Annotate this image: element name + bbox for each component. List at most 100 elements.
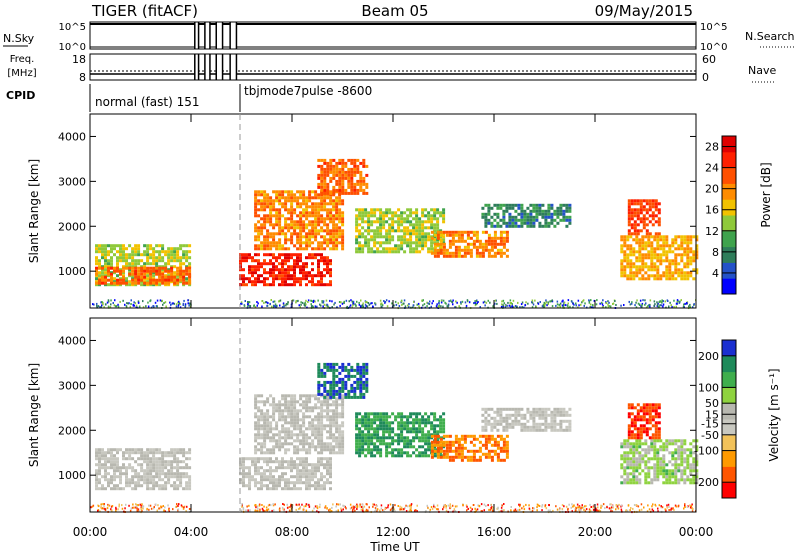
echo-cell [358, 229, 362, 233]
echo-cell [293, 418, 297, 422]
echo-cell [311, 394, 315, 398]
echo-cell [275, 457, 278, 461]
echo-cell [442, 248, 446, 252]
echo-cell [448, 455, 452, 459]
echo-cell [287, 190, 291, 194]
echo-cell [532, 428, 536, 432]
echo-cell [302, 394, 306, 398]
echo-cell [638, 277, 642, 281]
echo-cell [143, 460, 147, 464]
echo-cell [308, 394, 312, 398]
echo-cell [314, 235, 318, 239]
echo-cell [424, 226, 428, 230]
echo-cell [451, 251, 455, 255]
echo-cell [565, 206, 569, 210]
echo-cell [341, 170, 345, 174]
echo-cell [287, 403, 291, 407]
echo-cell [627, 232, 631, 236]
echo-cell [421, 220, 425, 224]
echo-cell [110, 454, 113, 458]
echo-cell [188, 457, 192, 461]
echo-cell [287, 427, 291, 431]
echo-cell [161, 250, 165, 254]
echo-cell [329, 445, 333, 449]
echo-cell [508, 425, 512, 429]
echo-cell [362, 374, 366, 378]
echo-cell [433, 238, 437, 242]
echo-cell [668, 271, 672, 275]
echo-cell [293, 253, 296, 257]
echo-cell [439, 214, 443, 218]
echo-cell [406, 241, 410, 245]
echo-cell [326, 469, 329, 473]
echo-cell [359, 188, 363, 192]
colorbar-tick-label: 4 [712, 267, 719, 280]
echo-cell [326, 271, 329, 275]
echo-cell [355, 220, 359, 224]
echo-cell [535, 413, 539, 417]
echo-cell [329, 415, 333, 419]
echo-cell [659, 253, 663, 257]
echo-cell [251, 460, 254, 464]
echo-cell [257, 433, 261, 437]
echo-cell [104, 454, 107, 458]
echo-cell [287, 487, 290, 491]
echo-cell [149, 457, 153, 461]
echo-cell [293, 280, 296, 284]
echo-cell [326, 442, 330, 446]
echo-cell [308, 478, 311, 482]
echo-cell [301, 301, 304, 304]
echo-cell [305, 448, 309, 452]
echo-cell [644, 244, 648, 248]
echo-cell [484, 203, 488, 207]
echo-cell [245, 457, 248, 461]
echo-cell [430, 217, 434, 221]
echo-cell [535, 212, 539, 216]
echo-cell [355, 238, 359, 242]
echo-cell [248, 268, 251, 272]
echo-cell [260, 274, 263, 278]
echo-cell [281, 262, 284, 266]
echo-cell [335, 235, 339, 239]
echo-cell [269, 436, 273, 440]
echo-cell [445, 248, 449, 252]
echo-cell [305, 481, 308, 485]
echo-cell [385, 424, 389, 428]
echo-cell [104, 271, 107, 275]
echo-cell [167, 463, 171, 467]
echo-cell [152, 451, 156, 455]
echo-cell [665, 277, 669, 281]
echo-cell [314, 403, 318, 407]
echo-cell [490, 443, 494, 447]
echo-cell [633, 214, 637, 218]
echo-cell [287, 409, 291, 413]
echo-cell [629, 303, 632, 306]
echo-cell [520, 221, 524, 225]
echo-cell [254, 199, 258, 203]
echo-cell [317, 430, 321, 434]
echo-cell [158, 253, 162, 257]
echo-cell [100, 306, 102, 309]
echo-cell [426, 305, 428, 308]
echo-cell [326, 400, 330, 404]
echo-cell [385, 442, 389, 446]
echo-cell [302, 442, 306, 446]
echo-cell [335, 383, 339, 387]
echo-cell [661, 301, 663, 304]
echo-cell [254, 226, 258, 230]
echo-cell [373, 244, 377, 248]
echo-cell [647, 305, 649, 308]
echo-cell [308, 427, 312, 431]
echo-cell [296, 445, 300, 449]
echo-cell [293, 421, 297, 425]
echo-cell [170, 454, 174, 458]
echo-cell [329, 442, 333, 446]
echo-cell [350, 389, 354, 393]
echo-cell [116, 256, 119, 260]
echo-cell [656, 271, 660, 275]
echo-cell [571, 300, 573, 303]
echo-cell [421, 436, 425, 440]
echo-cell [183, 299, 185, 302]
echo-cell [373, 238, 377, 242]
echo-cell [541, 224, 545, 228]
